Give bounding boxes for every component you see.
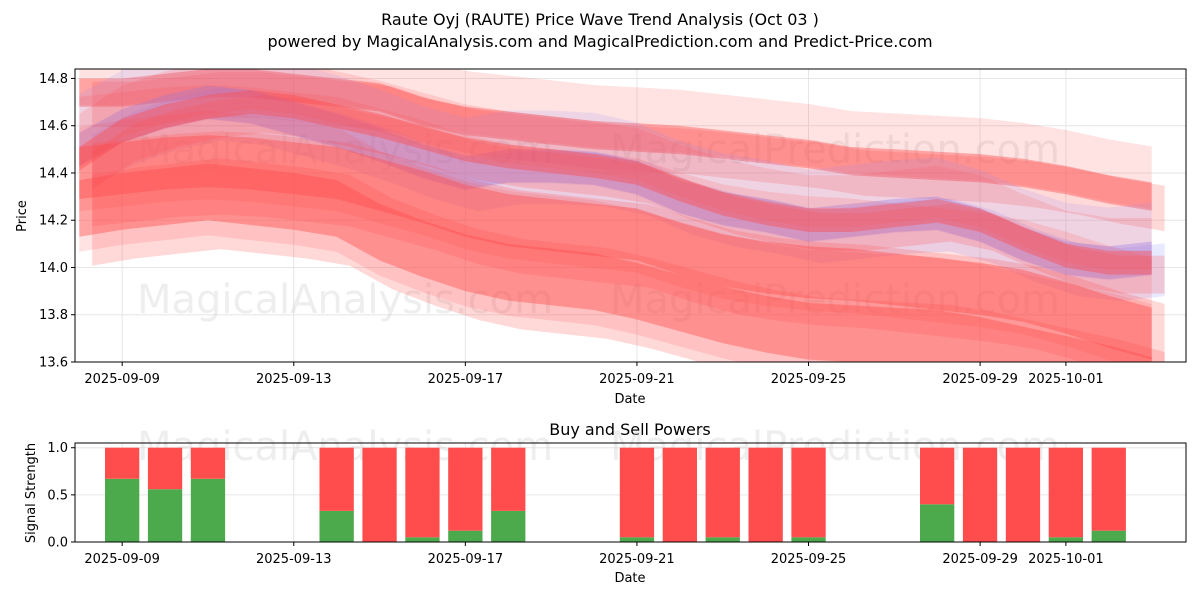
signal-y-axis-label: Signal Strength (24, 443, 39, 543)
sell-bar (662, 447, 697, 542)
signal-x-tick-label: 2025-09-13 (256, 552, 332, 567)
price-y-ticks: 13.6 13.8 14.0 14.2 14.4 14.6 14.8 (39, 72, 75, 371)
sell-bar (1005, 447, 1041, 542)
buy-bar (705, 537, 740, 542)
wave-band-3-layer-2 (92, 95, 1165, 294)
signal-x-tick-label: 2025-09-17 (428, 552, 504, 567)
price-bands (79, 69, 1165, 362)
sell-bar (748, 447, 783, 542)
watermark-analysis-mid: MagicalAnalysis.com (137, 277, 553, 323)
price-watermarks: MagicalAnalysis.com MagicalPrediction.co… (137, 127, 1060, 323)
wave-band-5-layer-1 (79, 110, 1152, 362)
buy-bar (491, 510, 526, 542)
price-wave-plot: MagicalAnalysis.com MagicalPrediction.co… (15, 68, 1187, 407)
buy-bar (147, 489, 183, 542)
sell-bar (405, 447, 440, 538)
buy-sell-plot: Buy and Sell Powers MagicalAnalysis.com … (24, 420, 1187, 586)
price-y-tick-label: 14.6 (39, 119, 68, 134)
wave-band-4-layer-2 (92, 131, 1165, 362)
buy-bar (105, 478, 140, 542)
signal-x-tick-label: 2025-09-21 (599, 552, 675, 567)
watermark-prediction-mid: MagicalPrediction.com (610, 277, 1060, 323)
buy-bar (920, 504, 955, 542)
signal-y-ticks: 0.0 0.5 1.0 (47, 441, 75, 551)
price-x-tick-label: 2025-09-25 (771, 372, 847, 387)
buy-bar (405, 537, 440, 542)
sell-bar (319, 447, 354, 511)
price-y-axis-label: Price (15, 200, 30, 232)
watermark-prediction-top: MagicalPrediction.com (610, 127, 1060, 173)
sell-bar (1091, 447, 1126, 531)
price-x-tick-label: 2025-09-21 (599, 372, 675, 387)
sell-bar (705, 447, 740, 538)
price-x-tick-label: 2025-09-09 (84, 372, 160, 387)
wave-band-1-layer-3 (79, 69, 1152, 211)
signal-x-tick-label: 2025-09-29 (942, 552, 1018, 567)
wave-band-2-layer-1 (79, 69, 1152, 281)
buy-bar (448, 530, 483, 542)
sell-bar (147, 447, 183, 490)
signal-x-tick-label: 2025-09-25 (771, 552, 847, 567)
wave-band-1-layer-2 (92, 72, 1165, 232)
sell-bar (791, 447, 826, 538)
wave-band-1-layer-1 (79, 69, 1152, 209)
price-x-axis-label: Date (614, 392, 645, 407)
sell-bar (920, 447, 955, 505)
price-y-tick-label: 14.8 (39, 72, 68, 87)
sell-bar (105, 447, 140, 479)
price-y-tick-label: 13.6 (39, 356, 68, 371)
main-chart-subtitle: powered by MagicalAnalysis.com and Magic… (267, 32, 932, 51)
price-y-tick-label: 14.2 (39, 214, 68, 229)
signal-bars (105, 447, 1126, 542)
buy-bar (791, 537, 826, 542)
wave-band-3-layer-1 (79, 69, 1152, 270)
watermark-analysis-top: MagicalAnalysis.com (137, 127, 553, 173)
signal-y-tick-label: 1.0 (47, 441, 68, 456)
wave-band-5-layer-3 (79, 163, 1152, 362)
price-x-ticks: 2025-09-09 2025-09-13 2025-09-17 2025-09-21… (84, 362, 1104, 387)
signal-y-tick-label: 0.0 (47, 536, 68, 551)
wave-band-2-layer-3 (79, 85, 1152, 280)
sell-bar (190, 447, 226, 479)
signal-x-ticks: 2025-09-09 2025-09-13 2025-09-17 2025-09-21… (84, 542, 1104, 567)
price-x-tick-label: 2025-10-01 (1028, 372, 1104, 387)
price-x-tick-label: 2025-09-29 (942, 372, 1018, 387)
signal-x-axis-label: Date (614, 571, 645, 586)
buy-sell-title: Buy and Sell Powers (549, 420, 711, 439)
price-plot-frame (74, 68, 1187, 363)
main-chart-title: Raute Oyj (RAUTE) Price Wave Trend Analy… (381, 10, 819, 29)
buy-bar (619, 537, 655, 542)
price-grid (75, 69, 1186, 363)
wave-band-4-layer-3 (79, 135, 1152, 360)
wave-band-5-layer-2 (92, 158, 1165, 362)
signal-y-tick-label: 0.5 (47, 488, 68, 503)
price-x-tick-label: 2025-09-17 (428, 372, 504, 387)
sell-bar (491, 447, 526, 511)
signal-x-tick-label: 2025-09-09 (84, 552, 160, 567)
sell-bar (1048, 447, 1083, 538)
wave-band-4-layer-1 (79, 85, 1152, 362)
price-x-tick-label: 2025-09-13 (256, 372, 332, 387)
signal-x-tick-label: 2025-10-01 (1028, 552, 1104, 567)
buy-bar (190, 478, 226, 542)
buy-bar (1091, 530, 1126, 542)
buy-bar (319, 510, 354, 542)
wave-band-2-layer-2 (92, 87, 1165, 302)
sell-bar (962, 447, 998, 542)
price-y-tick-label: 14.0 (39, 261, 68, 276)
buy-bar (1048, 537, 1083, 542)
price-y-tick-label: 13.8 (39, 308, 68, 323)
price-y-tick-label: 14.4 (39, 166, 68, 181)
wave-band-3-layer-3 (79, 90, 1152, 275)
sell-bar (619, 447, 655, 538)
sell-bar (362, 447, 397, 542)
sell-bar (448, 447, 483, 531)
signal-plot-frame (74, 442, 1187, 543)
